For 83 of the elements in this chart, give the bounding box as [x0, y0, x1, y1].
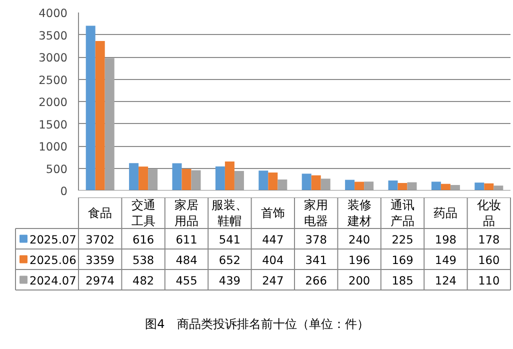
- data-label: 3702: [86, 232, 115, 246]
- data-label: 178: [478, 232, 500, 246]
- bar: [182, 168, 192, 190]
- bar: [302, 174, 312, 190]
- bar: [450, 184, 460, 190]
- y-tick-label: 1000: [38, 140, 68, 154]
- y-tick-label: 1500: [38, 117, 68, 132]
- data-label: 200: [348, 273, 370, 288]
- bar: [364, 182, 374, 190]
- data-label: 169: [392, 252, 414, 267]
- data-label: 652: [218, 252, 241, 267]
- bar: [234, 170, 244, 190]
- bar: [484, 183, 494, 190]
- y-tick-label: 0: [60, 184, 68, 198]
- data-label: 484: [176, 252, 198, 267]
- y-tick-label: 3000: [38, 50, 68, 64]
- data-label: 198: [434, 232, 457, 246]
- legend-label: 2025.06: [30, 252, 76, 267]
- bar: [320, 178, 330, 190]
- y-tick-label: 2500: [38, 72, 68, 87]
- data-label: 124: [434, 273, 457, 288]
- data-label: 110: [478, 273, 500, 288]
- bar: [388, 180, 398, 190]
- data-label: 538: [132, 252, 154, 267]
- bar: [474, 182, 484, 190]
- data-label: 541: [218, 232, 241, 246]
- bar: [138, 166, 148, 190]
- x-tick-label: 药品: [434, 206, 458, 220]
- data-label: 3359: [86, 252, 115, 267]
- bar: [354, 182, 364, 190]
- data-label: 616: [132, 232, 154, 246]
- data-label: 447: [262, 232, 284, 246]
- bar: [172, 163, 182, 190]
- legend-label: 2024.07: [30, 273, 76, 288]
- data-label: 225: [392, 232, 414, 246]
- y-tick-label: 3500: [38, 28, 68, 42]
- bar: [224, 161, 234, 190]
- data-label: 247: [262, 273, 284, 288]
- data-label: 439: [218, 273, 241, 288]
- bar: [191, 170, 201, 190]
- bar: [215, 166, 225, 190]
- data-label: 611: [176, 232, 198, 246]
- y-tick-label: 4000: [38, 6, 68, 20]
- x-tick-label: 家用电器: [304, 198, 328, 228]
- bar: [440, 184, 450, 190]
- x-tick-label: 装修建材: [346, 198, 372, 228]
- data-label: 266: [305, 273, 327, 288]
- x-tick-label: 通讯产品: [390, 198, 414, 228]
- data-label: 2974: [86, 273, 115, 288]
- bar: [311, 175, 321, 190]
- bar: [407, 182, 417, 190]
- bar: [268, 172, 278, 190]
- data-label: 149: [434, 252, 457, 267]
- x-tick-label: 食品: [88, 206, 112, 220]
- data-label: 185: [392, 273, 414, 288]
- bar: [104, 58, 114, 190]
- data-label: 160: [478, 252, 500, 267]
- bar: [345, 180, 355, 190]
- data-label: 240: [348, 232, 370, 246]
- y-tick-label: 500: [46, 162, 68, 176]
- bar: [431, 182, 441, 190]
- x-tick-label: 首饰: [260, 206, 285, 220]
- data-label: 404: [262, 252, 284, 267]
- bar: [148, 169, 158, 190]
- bar: [494, 186, 504, 190]
- bar: [258, 170, 268, 190]
- data-label: 482: [132, 273, 154, 288]
- bar: [398, 182, 408, 190]
- bar: [86, 26, 96, 190]
- bar: [95, 41, 105, 190]
- legend-label: 2025.07: [30, 232, 76, 246]
- bar: [129, 163, 139, 190]
- data-label: 196: [348, 252, 370, 267]
- bar: [278, 180, 288, 190]
- x-tick-label: 家居用品: [174, 198, 198, 228]
- text: 图4 商品类投诉排名前十位（单位：件）: [145, 317, 369, 331]
- x-tick-label: 化妆品: [476, 198, 501, 228]
- data-label: 341: [305, 252, 327, 267]
- y-tick-label: 2000: [38, 95, 68, 109]
- data-label: 378: [305, 232, 327, 246]
- x-tick-label: 服装、鞋帽: [212, 198, 248, 228]
- x-tick-label: 交通工具: [131, 198, 156, 228]
- data-label: 455: [176, 273, 198, 288]
